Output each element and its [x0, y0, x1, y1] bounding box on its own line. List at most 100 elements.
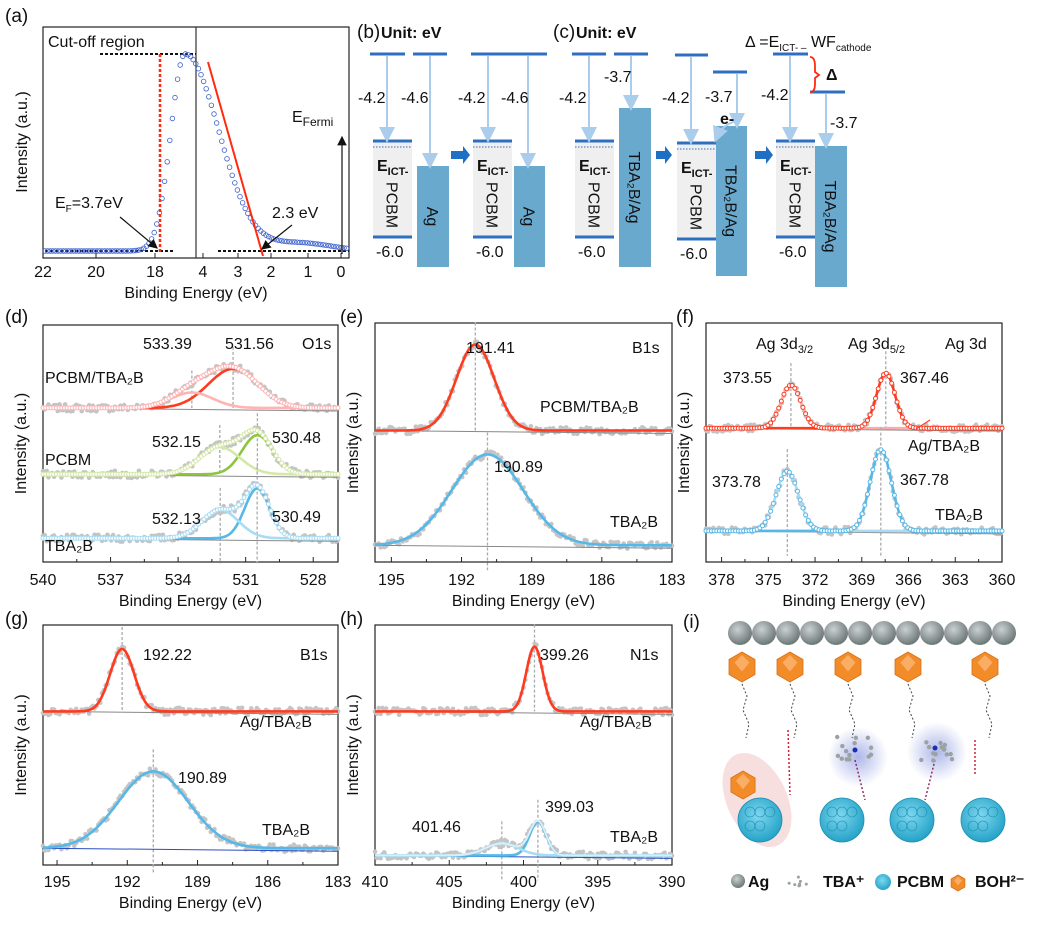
envelope-curve [375, 819, 672, 857]
envelope-marker [770, 416, 776, 422]
delta-formula: Δ =EICT- – WFcathode [745, 34, 872, 54]
envelope-marker [773, 411, 779, 417]
electron-label: e- [720, 111, 734, 128]
envelope-marker [792, 385, 798, 391]
legend-boh-icon-facet [954, 876, 962, 886]
raw-data-point [484, 712, 489, 718]
peak-value-label: 399.26 [540, 647, 589, 664]
data-point [333, 244, 339, 250]
data-point [169, 115, 176, 122]
work-function-value: -3.7 [604, 69, 632, 86]
cathode-label: TBA₂B/Ag [821, 180, 838, 252]
raw-data-point [304, 706, 310, 711]
spectrum-label: Ag/TBA₂B [908, 438, 980, 455]
raw-data-point [638, 706, 643, 712]
envelope-marker [999, 528, 1005, 534]
raw-data-point [662, 850, 667, 855]
tba-atom [853, 735, 859, 741]
subscript: Fermi [303, 115, 334, 129]
cutoff-label: Cut-off region [48, 34, 145, 51]
panel-label: (d) [5, 307, 28, 328]
raw-data-point [578, 706, 584, 711]
tba-atom [834, 734, 840, 740]
envelope-marker [902, 419, 908, 425]
envelope-marker [999, 425, 1005, 431]
envelope-marker [276, 525, 282, 530]
panel-label: (e) [340, 307, 363, 328]
data-point [182, 51, 189, 57]
raw-data-point [649, 540, 654, 545]
x-tick-label: 363 [942, 572, 969, 589]
spectrum-label: TBA₂B [935, 507, 983, 524]
envelope-marker [862, 502, 868, 508]
data-point [125, 248, 131, 254]
envelope-marker [236, 502, 242, 508]
raw-data-point [291, 842, 297, 847]
data-point [91, 248, 98, 254]
pcbm-label: PCBM [786, 182, 803, 228]
hydrogen-bond [924, 759, 936, 801]
data-point [42, 248, 48, 254]
envelope-marker [776, 405, 782, 411]
legend-tba-icon [796, 875, 800, 879]
raw-data-point [378, 855, 383, 861]
raw-data-point [580, 849, 586, 855]
legend-label: BOH²⁻ [975, 874, 1024, 891]
data-point [216, 129, 222, 135]
x-tick-label: 534 [165, 572, 192, 589]
text-part: WF [807, 34, 837, 51]
data-point [193, 61, 199, 67]
data-point [320, 242, 326, 248]
ag-atom [824, 621, 848, 645]
cathode-label: TBA₂B/Ag [722, 165, 739, 237]
envelope-marker [867, 412, 873, 418]
tba-atom [839, 756, 844, 761]
text-part: E [377, 158, 388, 175]
envelope-marker [271, 448, 277, 454]
peak-value-label: 190.89 [178, 770, 227, 787]
envelope-marker [803, 411, 809, 417]
boh-cluster-facet [736, 773, 750, 790]
ag-atom [752, 621, 776, 645]
envelope-marker [856, 517, 862, 523]
ef-label: EF=3.7eV [55, 195, 123, 215]
component-fit-curve [43, 647, 338, 713]
legend-tba-icon [798, 882, 802, 886]
tba-atom [944, 752, 950, 757]
data-point [297, 239, 303, 246]
background-line [374, 544, 673, 549]
raw-data-point [208, 712, 214, 718]
x-tick-label: 390 [659, 874, 686, 891]
raw-data-point [413, 424, 419, 430]
raw-data-point [378, 711, 383, 717]
background-line [374, 430, 673, 435]
spectrum-label: PCBM [45, 452, 91, 469]
text-part: Ag 3d [848, 336, 890, 353]
y-axis-title: Intensity (a.u.) [345, 392, 362, 493]
data-point [70, 248, 77, 254]
data-point [115, 248, 121, 254]
peak-name-label: Ag 3d5/2 [848, 336, 905, 356]
efermi-label: EFermi [292, 109, 333, 129]
data-point [234, 187, 241, 193]
data-point [107, 248, 113, 254]
envelope-marker [768, 420, 774, 426]
data-point [224, 156, 230, 162]
x-tick-label: 366 [895, 572, 922, 589]
envelope-marker [883, 370, 889, 376]
data-point [177, 62, 183, 68]
envelope-marker [795, 391, 800, 397]
ag-atom [872, 621, 896, 645]
tba-atom [844, 757, 849, 762]
subscript: 5/2 [890, 344, 905, 356]
data-point [229, 172, 235, 178]
data-point [154, 221, 160, 227]
text-part: E [579, 158, 590, 175]
spectrum-label: TBA₂B [45, 538, 93, 555]
background-line [42, 847, 339, 852]
fullerene-ring [987, 806, 999, 818]
y-axis-title: Intensity (a.u.) [14, 91, 31, 192]
data-point [128, 248, 134, 254]
raw-data-point [335, 475, 341, 481]
x-tick-label: 186 [588, 572, 615, 589]
